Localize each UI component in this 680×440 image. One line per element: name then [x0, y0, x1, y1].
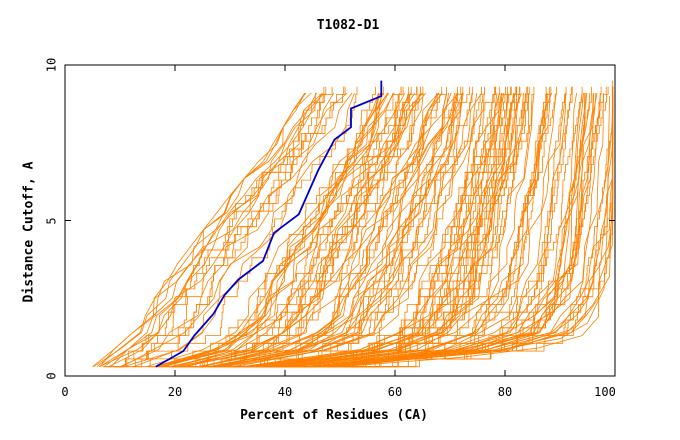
model-series-line — [323, 92, 604, 368]
model-series-line — [267, 86, 530, 368]
model-series-line — [123, 92, 353, 368]
model-series-line — [315, 92, 595, 368]
x-tick-60: 60 — [388, 385, 402, 399]
model-series-line — [218, 92, 463, 368]
model-series-line — [320, 86, 602, 368]
model-series-line — [280, 86, 547, 368]
model-series-line — [184, 86, 421, 368]
model-series-line — [183, 92, 422, 368]
model-series-line — [233, 92, 473, 368]
model-series-line — [186, 92, 409, 368]
model-series-line — [198, 86, 448, 368]
model-series-line — [98, 92, 325, 368]
model-series-line — [176, 86, 418, 368]
model-series-line — [171, 92, 406, 368]
y-tick-0: 0 — [45, 372, 59, 379]
model-series-line — [294, 92, 566, 368]
model-series-line — [243, 86, 496, 368]
model-series-line — [196, 92, 442, 368]
highlight-series-line — [155, 80, 383, 368]
x-tick-20: 20 — [168, 385, 182, 399]
chart-title: T1082-D1 — [317, 18, 380, 33]
model-series-line — [298, 86, 567, 368]
model-series-line — [274, 92, 535, 368]
y-axis-label: Distance Cutoff, A — [22, 161, 37, 302]
model-series-line — [108, 86, 333, 368]
x-tick-80: 80 — [498, 385, 512, 399]
x-tick-0: 0 — [61, 385, 68, 399]
model-series-line — [155, 92, 389, 368]
x-tick-100: 100 — [594, 385, 616, 399]
model-series-line — [252, 92, 500, 368]
model-series-line — [150, 86, 376, 368]
model-series-line — [96, 92, 307, 368]
model-series-line — [250, 92, 505, 368]
model-series-line — [256, 92, 514, 368]
model-series-line — [244, 86, 501, 368]
model-series-line — [159, 92, 384, 368]
model-series-line — [287, 92, 553, 368]
model-series-line — [214, 86, 464, 368]
model-series-line — [212, 92, 459, 368]
model-series-line — [221, 92, 464, 368]
model-series-line — [356, 189, 613, 364]
model-series-line — [211, 92, 447, 368]
model-series-line — [110, 92, 316, 367]
model-series-line — [306, 86, 592, 368]
model-series-line — [309, 92, 584, 368]
model-series-line — [239, 86, 496, 368]
model-series-line — [155, 92, 380, 368]
model-series-line — [295, 92, 557, 368]
model-series-line — [164, 92, 394, 368]
model-series-line — [313, 92, 587, 368]
x-tick-40: 40 — [278, 385, 292, 399]
model-series-line — [291, 86, 557, 368]
model-series-line — [265, 86, 521, 368]
model-series-line — [304, 86, 573, 368]
model-series-line — [308, 92, 586, 368]
model-series-line — [183, 92, 424, 368]
model-series-line — [113, 86, 345, 368]
model-series-line — [214, 92, 452, 368]
model-series-line — [121, 92, 348, 368]
model-series-line — [104, 86, 327, 368]
model-series-line — [265, 92, 522, 368]
model-series-line — [209, 86, 458, 368]
model-series-line — [279, 92, 529, 368]
model-series-line — [219, 86, 471, 368]
model-series-line — [208, 92, 448, 368]
model-series-line — [224, 92, 478, 368]
x-axis-label: Percent of Residues (CA) — [240, 408, 428, 423]
model-series-line — [153, 92, 389, 368]
model-series-line — [245, 86, 512, 368]
model-series-line — [248, 86, 508, 368]
model-series-line — [265, 86, 528, 368]
model-series-line — [315, 92, 591, 368]
model-series-line — [147, 86, 385, 368]
model-series-line — [170, 86, 404, 368]
model-series-line — [321, 86, 614, 368]
model-series-line — [339, 86, 614, 368]
model-series-line — [119, 92, 335, 368]
axis-ticks — [64, 64, 616, 377]
model-series-line — [99, 92, 323, 368]
model-series-line — [271, 92, 526, 368]
model-series-line — [293, 92, 567, 368]
model-series-line — [201, 92, 440, 368]
model-series-line — [103, 92, 323, 368]
model-series-line — [241, 92, 485, 368]
model-series-line — [175, 92, 401, 368]
model-series-line — [145, 92, 380, 368]
y-tick-10: 10 — [45, 58, 59, 72]
y-tick-5: 5 — [45, 217, 59, 224]
model-series-line — [261, 92, 516, 368]
model-series-line — [209, 92, 449, 368]
model-series-line — [255, 86, 521, 368]
model-series-line — [220, 92, 463, 368]
other-models-series — [92, 80, 614, 368]
model-series-line — [172, 86, 412, 368]
